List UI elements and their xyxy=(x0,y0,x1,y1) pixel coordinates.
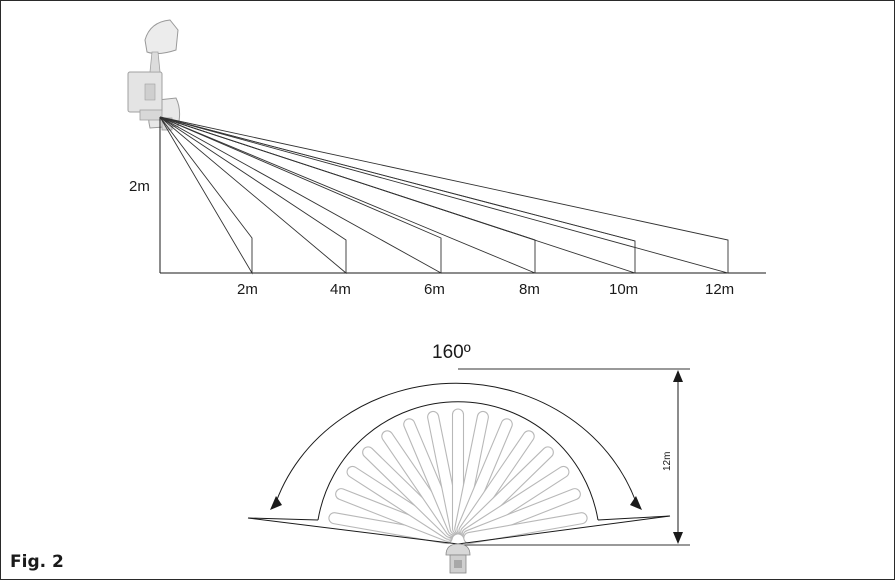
distance-labels: 2m 4m 6m 8m 10m 12m xyxy=(237,281,734,298)
distance-label-8m: 8m xyxy=(519,281,540,298)
arc-arrow-left-icon xyxy=(270,496,282,510)
beam-2m xyxy=(159,116,253,275)
outer-arc xyxy=(273,382,639,509)
beam-8m xyxy=(159,116,536,274)
beam-12m xyxy=(159,116,729,274)
figure-caption: Fig. 2 xyxy=(10,552,64,572)
inner-arc xyxy=(317,401,599,521)
range-label: 12m xyxy=(662,452,673,471)
range-arrow-up-icon xyxy=(673,370,683,382)
distance-label-2m: 2m xyxy=(237,281,258,298)
floodlight-sensor-icon xyxy=(127,19,181,131)
distance-label-12m: 12m xyxy=(705,281,734,298)
detection-beams xyxy=(159,116,729,275)
distance-label-6m: 6m xyxy=(424,281,445,298)
arc-arrow-right-icon xyxy=(630,496,642,510)
beam-6m xyxy=(159,116,442,274)
range-arrow-down-icon xyxy=(673,532,683,544)
detection-zones xyxy=(328,408,588,545)
side-view: 2m 2m 4m 6m 8m 10m 12m xyxy=(127,19,766,298)
top-view: 160º 12m xyxy=(247,342,690,574)
distance-label-4m: 4m xyxy=(330,281,351,298)
height-label: 2m xyxy=(129,178,150,195)
detection-zone-petal xyxy=(463,512,588,545)
distance-label-10m: 10m xyxy=(609,281,638,298)
beam-4m xyxy=(159,116,347,274)
sensor-unit-icon xyxy=(445,543,471,574)
angle-label: 160º xyxy=(432,342,471,363)
